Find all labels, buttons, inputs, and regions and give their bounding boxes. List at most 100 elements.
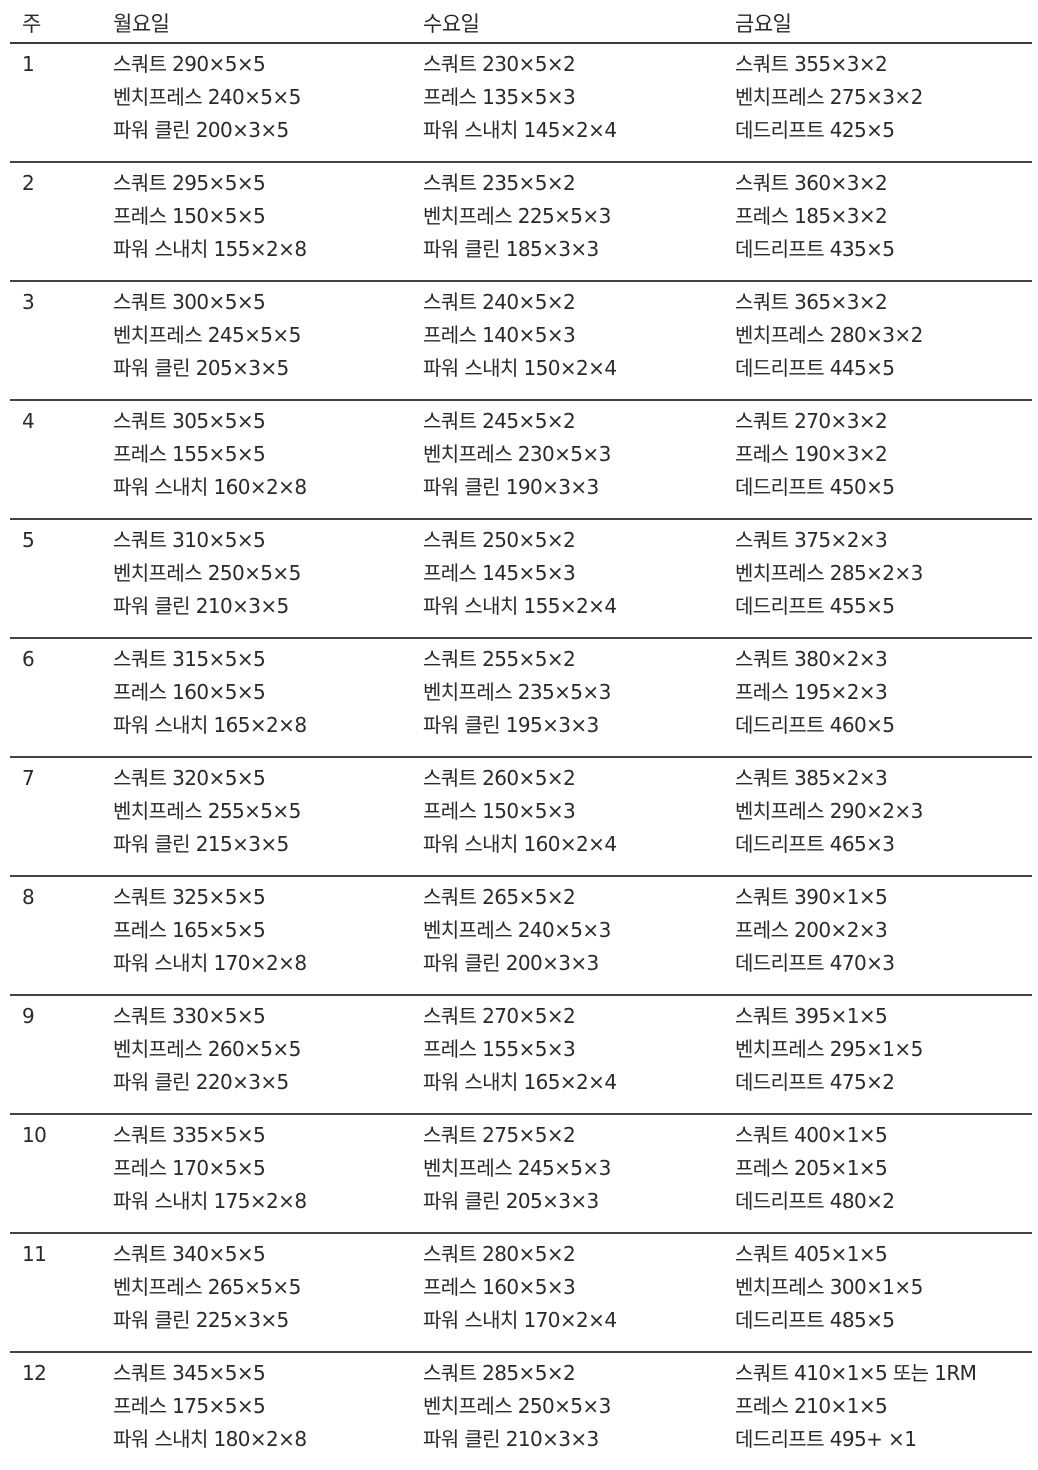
exercise-entry: 프레스 210×1×5	[735, 1394, 888, 1418]
exercise-entry: 프레스 170×5×5	[113, 1156, 266, 1180]
table-body: 1 스쿼트 290×5×5 벤치프레스 240×5×5 파워 클린 200×3×5 스쿼…	[10, 44, 1032, 1470]
wednesday-cell: 스쿼트 235×5×2 벤치프레스 225×5×3 파워 클린 185×3×3	[423, 167, 611, 266]
exercise-entry: 프레스 145×5×3	[423, 561, 576, 585]
exercise-entry: 프레스 165×5×5	[113, 918, 266, 942]
wednesday-cell: 스쿼트 285×5×2 벤치프레스 250×5×3 파워 클린 210×3×3	[423, 1357, 611, 1456]
exercise-entry: 벤치프레스 245×5×5	[113, 323, 301, 347]
exercise-entry: 스쿼트 270×5×2	[423, 1004, 576, 1028]
exercise-entry: 파워 클린 225×3×5	[113, 1308, 289, 1332]
exercise-entry: 프레스 185×3×2	[735, 204, 888, 228]
exercise-entry: 프레스 200×2×3	[735, 918, 888, 942]
exercise-entry: 스쿼트 395×1×5	[735, 1004, 888, 1028]
exercise-entry: 파워 스내치 155×2×4	[423, 594, 617, 618]
exercise-entry: 파워 클린 210×3×5	[113, 594, 289, 618]
exercise-entry: 파워 스내치 175×2×8	[113, 1189, 307, 1213]
exercise-entry: 파워 스내치 170×2×4	[423, 1308, 617, 1332]
table-row: 5 스쿼트 310×5×5 벤치프레스 250×5×5 파워 클린 210×3×5 스쿼…	[10, 520, 1032, 639]
exercise-entry: 벤치프레스 255×5×5	[113, 799, 301, 823]
exercise-entry: 스쿼트 380×2×3	[735, 647, 888, 671]
table-row: 12 스쿼트 345×5×5 프레스 175×5×5 파워 스내치 180×2×8 스쿼…	[10, 1353, 1032, 1470]
exercise-entry: 스쿼트 270×3×2	[735, 409, 888, 433]
friday-cell: 스쿼트 410×1×5 또는 1RM 프레스 210×1×5 데드리프트 495+ …	[735, 1357, 977, 1456]
table-row: 3 스쿼트 300×5×5 벤치프레스 245×5×5 파워 클린 205×3×5 스쿼…	[10, 282, 1032, 401]
wednesday-cell: 스쿼트 265×5×2 벤치프레스 240×5×3 파워 클린 200×3×3	[423, 881, 611, 980]
exercise-entry: 데드리프트 465×3	[735, 832, 895, 856]
friday-cell: 스쿼트 380×2×3 프레스 195×2×3 데드리프트 460×5	[735, 643, 895, 742]
exercise-entry: 스쿼트 340×5×5	[113, 1242, 266, 1266]
exercise-entry: 벤치프레스 275×3×2	[735, 85, 923, 109]
friday-cell: 스쿼트 270×3×2 프레스 190×3×2 데드리프트 450×5	[735, 405, 895, 504]
exercise-entry: 파워 클린 220×3×5	[113, 1070, 289, 1094]
friday-cell: 스쿼트 385×2×3 벤치프레스 290×2×3 데드리프트 465×3	[735, 762, 923, 861]
week-number: 11	[22, 1238, 47, 1271]
exercise-entry: 프레스 205×1×5	[735, 1156, 888, 1180]
exercise-entry: 스쿼트 255×5×2	[423, 647, 576, 671]
monday-cell: 스쿼트 295×5×5 프레스 150×5×5 파워 스내치 155×2×8	[113, 167, 307, 266]
exercise-entry: 프레스 140×5×3	[423, 323, 576, 347]
exercise-entry: 스쿼트 300×5×5	[113, 290, 266, 314]
friday-cell: 스쿼트 395×1×5 벤치프레스 295×1×5 데드리프트 475×2	[735, 1000, 923, 1099]
week-number-text: 1	[22, 52, 35, 76]
exercise-entry: 스쿼트 285×5×2	[423, 1361, 576, 1385]
monday-cell: 스쿼트 290×5×5 벤치프레스 240×5×5 파워 클린 200×3×5	[113, 48, 301, 147]
friday-cell: 스쿼트 405×1×5 벤치프레스 300×1×5 데드리프트 485×5	[735, 1238, 923, 1337]
table-row: 1 스쿼트 290×5×5 벤치프레스 240×5×5 파워 클린 200×3×5 스쿼…	[10, 44, 1032, 163]
exercise-entry: 파워 스내치 165×2×8	[113, 713, 307, 737]
week-number: 6	[22, 643, 35, 676]
exercise-entry: 스쿼트 250×5×2	[423, 528, 576, 552]
exercise-entry: 프레스 150×5×5	[113, 204, 266, 228]
exercise-entry: 파워 클린 215×3×5	[113, 832, 289, 856]
wednesday-cell: 스쿼트 270×5×2 프레스 155×5×3 파워 스내치 165×2×4	[423, 1000, 617, 1099]
exercise-entry: 데드리프트 450×5	[735, 475, 895, 499]
week-number: 1	[22, 48, 35, 81]
exercise-entry: 벤치프레스 240×5×5	[113, 85, 301, 109]
exercise-entry: 스쿼트 230×5×2	[423, 52, 576, 76]
wednesday-cell: 스쿼트 240×5×2 프레스 140×5×3 파워 스내치 150×2×4	[423, 286, 617, 385]
exercise-entry: 벤치프레스 225×5×3	[423, 204, 611, 228]
monday-cell: 스쿼트 300×5×5 벤치프레스 245×5×5 파워 클린 205×3×5	[113, 286, 301, 385]
exercise-entry: 스쿼트 335×5×5	[113, 1123, 266, 1147]
week-number-text: 10	[22, 1123, 47, 1147]
week-number: 8	[22, 881, 35, 914]
monday-cell: 스쿼트 310×5×5 벤치프레스 250×5×5 파워 클린 210×3×5	[113, 524, 301, 623]
week-number: 9	[22, 1000, 35, 1033]
exercise-entry: 프레스 155×5×3	[423, 1037, 576, 1061]
training-program-table: 주 월요일 수요일 금요일 1 스쿼트 290×5×5 벤치프레스 240×5×5 파…	[10, 0, 1032, 1470]
exercise-entry: 스쿼트 240×5×2	[423, 290, 576, 314]
wednesday-cell: 스쿼트 280×5×2 프레스 160×5×3 파워 스내치 170×2×4	[423, 1238, 617, 1337]
exercise-entry: 벤치프레스 265×5×5	[113, 1275, 301, 1299]
exercise-entry: 프레스 195×2×3	[735, 680, 888, 704]
exercise-entry: 벤치프레스 290×2×3	[735, 799, 923, 823]
week-number-text: 7	[22, 766, 35, 790]
exercise-entry: 파워 클린 200×3×5	[113, 118, 289, 142]
week-number-text: 4	[22, 409, 35, 433]
exercise-entry: 파워 클린 210×3×3	[423, 1427, 599, 1451]
exercise-entry: 파워 스내치 170×2×8	[113, 951, 307, 975]
exercise-entry: 벤치프레스 240×5×3	[423, 918, 611, 942]
wednesday-cell: 스쿼트 260×5×2 프레스 150×5×3 파워 스내치 160×2×4	[423, 762, 617, 861]
exercise-entry: 스쿼트 360×3×2	[735, 171, 888, 195]
exercise-entry: 벤치프레스 250×5×5	[113, 561, 301, 585]
exercise-entry: 데드리프트 480×2	[735, 1189, 895, 1213]
wednesday-cell: 스쿼트 230×5×2 프레스 135×5×3 파워 스내치 145×2×4	[423, 48, 617, 147]
exercise-entry: 파워 스내치 160×2×4	[423, 832, 617, 856]
exercise-entry: 프레스 190×3×2	[735, 442, 888, 466]
week-number-text: 11	[22, 1242, 47, 1266]
exercise-entry: 스쿼트 330×5×5	[113, 1004, 266, 1028]
exercise-entry: 데드리프트 435×5	[735, 237, 895, 261]
friday-cell: 스쿼트 390×1×5 프레스 200×2×3 데드리프트 470×3	[735, 881, 895, 980]
exercise-entry: 프레스 155×5×5	[113, 442, 266, 466]
exercise-entry: 프레스 150×5×3	[423, 799, 576, 823]
header-wednesday: 수요일	[423, 12, 480, 36]
table-row: 9 스쿼트 330×5×5 벤치프레스 260×5×5 파워 클린 220×3×5 스쿼…	[10, 996, 1032, 1115]
monday-cell: 스쿼트 340×5×5 벤치프레스 265×5×5 파워 클린 225×3×5	[113, 1238, 301, 1337]
exercise-entry: 벤치프레스 245×5×3	[423, 1156, 611, 1180]
friday-cell: 스쿼트 365×3×2 벤치프레스 280×3×2 데드리프트 445×5	[735, 286, 923, 385]
exercise-entry: 파워 클린 190×3×3	[423, 475, 599, 499]
friday-cell: 스쿼트 355×3×2 벤치프레스 275×3×2 데드리프트 425×5	[735, 48, 923, 147]
friday-cell: 스쿼트 375×2×3 벤치프레스 285×2×3 데드리프트 455×5	[735, 524, 923, 623]
exercise-entry: 파워 클린 200×3×3	[423, 951, 599, 975]
monday-cell: 스쿼트 325×5×5 프레스 165×5×5 파워 스내치 170×2×8	[113, 881, 307, 980]
exercise-entry: 벤치프레스 295×1×5	[735, 1037, 923, 1061]
table-row: 10 스쿼트 335×5×5 프레스 170×5×5 파워 스내치 175×2×8 스쿼…	[10, 1115, 1032, 1234]
